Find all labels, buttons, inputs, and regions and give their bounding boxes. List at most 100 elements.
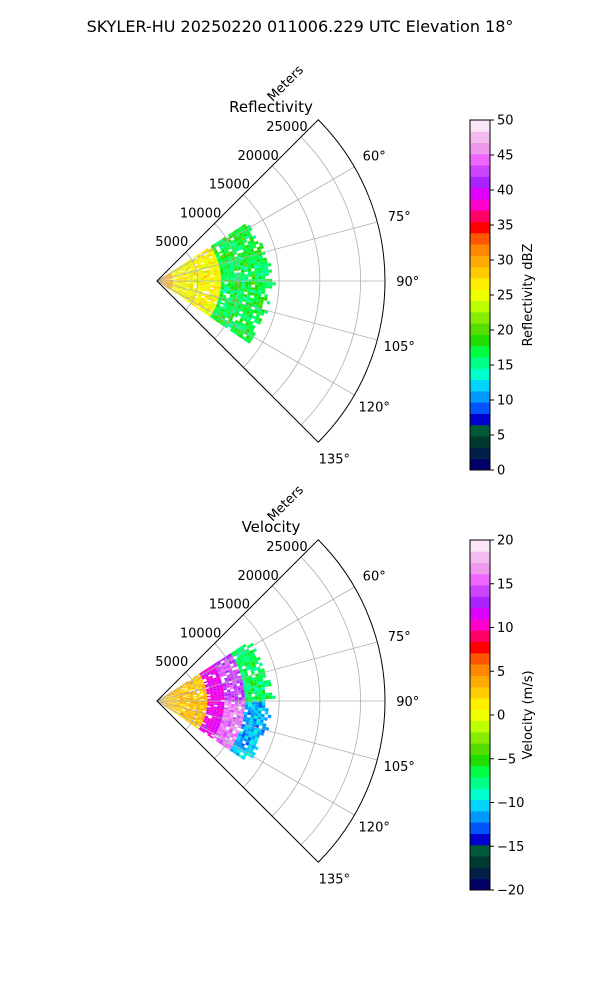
- colorbar-label: Reflectivity dBZ: [521, 244, 536, 347]
- angle-tick-label: 90°: [396, 695, 419, 710]
- radar-gate: [171, 692, 175, 695]
- radar-gate: [203, 672, 208, 676]
- radar-gate: [218, 321, 223, 325]
- radar-gate: [205, 303, 209, 307]
- colorbar-tick-label: 25: [497, 289, 514, 304]
- radar-gate: [188, 290, 193, 293]
- radar-gate: [226, 244, 231, 249]
- radar-gate: [183, 282, 187, 283]
- radar-gate: [244, 689, 248, 693]
- radar-gate: [247, 308, 252, 312]
- radar-gate: [174, 288, 179, 291]
- radar-gate: [246, 680, 251, 685]
- colorbar-swatch: [470, 720, 490, 733]
- radar-gate: [224, 257, 229, 261]
- radar-gate: [182, 716, 186, 719]
- radar-gate: [183, 265, 187, 268]
- radar-gate: [218, 307, 223, 311]
- radar-gate: [162, 282, 166, 285]
- radar-gate: [258, 242, 264, 247]
- radar-gate: [215, 312, 220, 316]
- radar-gate: [237, 704, 242, 707]
- radar-gate: [247, 709, 252, 713]
- radar-gate: [232, 233, 237, 238]
- radar-gate: [183, 281, 187, 283]
- radial-tick-label: 20000: [237, 569, 278, 584]
- radar-gate: [176, 281, 180, 283]
- radar-gate: [178, 708, 183, 710]
- radar-gate: [244, 673, 249, 677]
- radar-gate: [263, 260, 268, 265]
- radar-gate: [186, 684, 191, 687]
- radar-gate: [177, 689, 182, 692]
- radar-gate: [196, 719, 200, 722]
- radar-gate: [205, 711, 210, 714]
- radar-gate: [193, 693, 197, 696]
- radar-gate: [186, 286, 190, 288]
- radar-gate: [247, 736, 252, 741]
- radar-gate: [210, 276, 215, 279]
- radar-gate: [180, 291, 185, 294]
- radar-gate: [204, 668, 209, 672]
- radar-gate: [208, 684, 213, 687]
- radar-gate: [228, 668, 233, 673]
- radar-gate: [212, 667, 217, 671]
- radar-gate: [254, 660, 259, 665]
- radar-gate: [199, 706, 204, 709]
- radar-gate: [229, 714, 234, 717]
- radar-gate: [219, 268, 224, 271]
- angle-tick-label: 120°: [359, 820, 390, 835]
- radar-gate: [210, 695, 215, 698]
- radar-gate: [247, 271, 252, 275]
- radar-gate: [176, 703, 180, 705]
- radar-gate: [240, 234, 245, 239]
- radar-gate: [200, 703, 204, 706]
- radar-gate: [199, 707, 204, 710]
- colorbar-swatch: [470, 120, 490, 132]
- radar-gate: [227, 273, 232, 276]
- radar-gate: [168, 706, 172, 709]
- radar-gate: [206, 720, 211, 724]
- radar-gate: [222, 244, 227, 248]
- radar-gate: [239, 331, 245, 336]
- radar-gate: [192, 691, 197, 694]
- radar-gate: [198, 677, 202, 680]
- radar-gate: [247, 691, 252, 695]
- radar-gate: [247, 660, 252, 665]
- radar-gate: [231, 239, 236, 244]
- radar-gate: [174, 708, 179, 711]
- radar-gate: [179, 697, 184, 699]
- radar-gate: [224, 703, 228, 706]
- colorbar-swatch: [470, 402, 490, 414]
- radar-gate: [217, 701, 221, 704]
- radar-gate: [243, 337, 249, 342]
- radar-gate: [185, 709, 189, 712]
- radar-gate: [220, 285, 225, 288]
- radar-gate: [174, 271, 179, 274]
- radar-gate: [168, 286, 172, 289]
- radar-gate: [246, 745, 252, 750]
- radar-gate: [183, 713, 188, 716]
- radar-gate: [261, 287, 266, 292]
- radar-gate: [187, 686, 192, 689]
- radar-gate: [204, 304, 209, 308]
- radar-gate: [231, 257, 236, 261]
- radar-gate: [240, 228, 246, 233]
- radar-gate: [222, 306, 227, 311]
- radar-gate: [240, 306, 245, 310]
- radar-gate: [189, 272, 193, 274]
- radar-gate: [219, 725, 223, 729]
- radar-gate: [180, 712, 184, 715]
- radar-gate: [206, 727, 211, 731]
- radar-gate: [203, 719, 208, 722]
- radar-gate: [230, 725, 235, 729]
- radial-tick-label: 15000: [209, 598, 250, 613]
- radar-gate: [210, 300, 215, 304]
- radar-gate: [244, 704, 249, 708]
- radar-gate: [211, 253, 216, 257]
- radar-gate: [230, 690, 235, 694]
- radar-gate: [207, 313, 211, 317]
- radar-gate: [253, 718, 258, 722]
- radar-gate: [198, 266, 202, 269]
- radar-gate: [268, 269, 272, 273]
